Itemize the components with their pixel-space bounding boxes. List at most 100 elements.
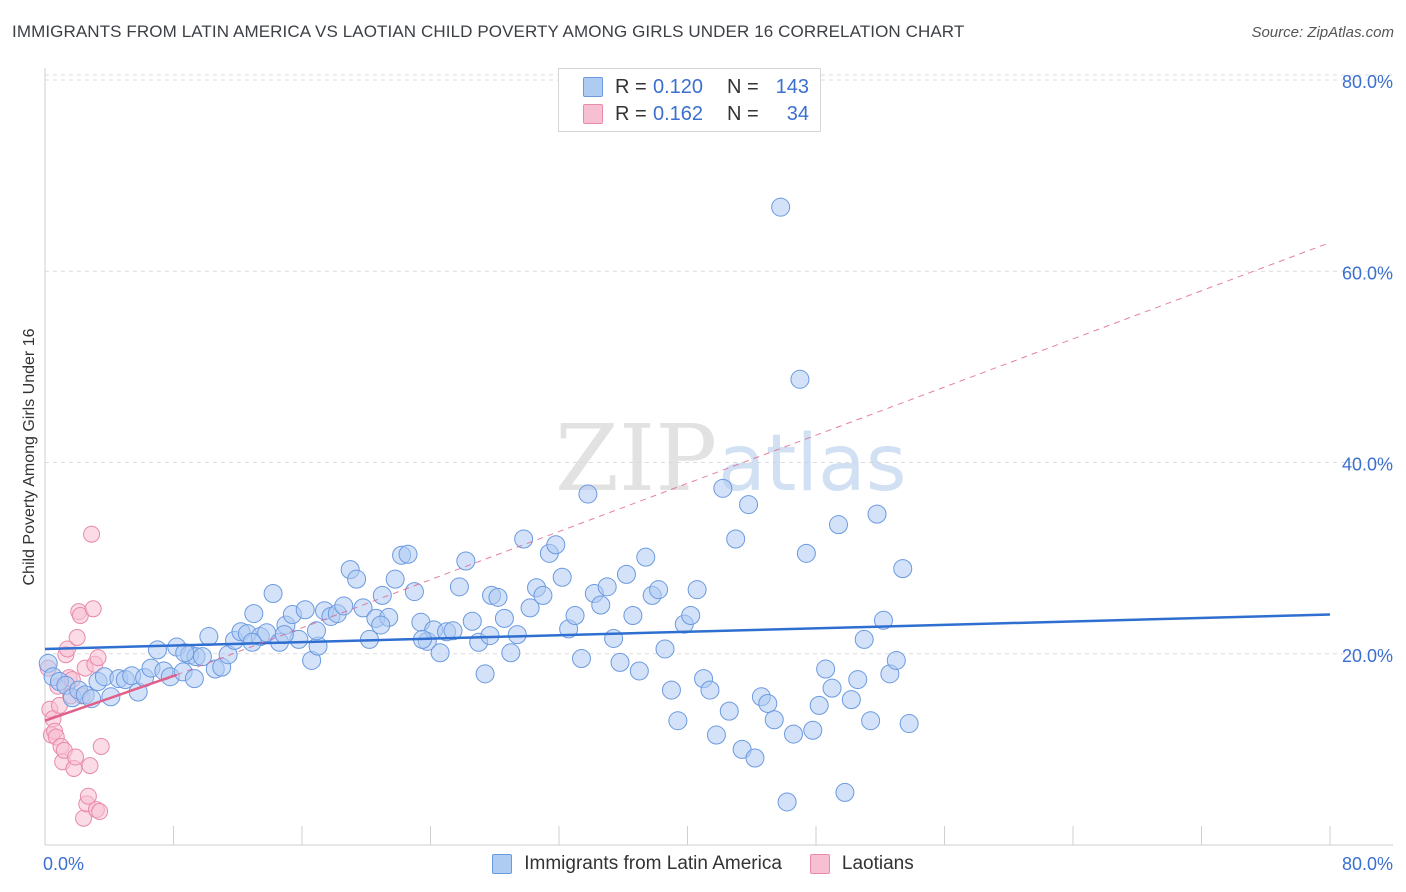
x-tick-label-max: 80.0%: [1342, 854, 1393, 874]
data-point-laotians: [79, 787, 97, 805]
data-point-latin-america: [816, 659, 836, 679]
data-point-latin-america: [668, 711, 688, 731]
data-point-latin-america: [610, 652, 630, 672]
legend-swatch-pink: [809, 854, 830, 874]
legend-r-value: 0.120: [653, 75, 704, 98]
data-point-latin-america: [719, 701, 739, 721]
legend-swatch-blue: [492, 854, 513, 874]
data-point-latin-america: [835, 782, 855, 802]
data-point-latin-america: [706, 725, 726, 745]
data-point-latin-america: [681, 606, 701, 625]
data-point-latin-america: [803, 720, 823, 740]
data-point-latin-america: [861, 711, 881, 731]
data-point-laotians: [84, 600, 102, 618]
data-point-latin-america: [623, 606, 643, 625]
data-point-latin-america: [571, 649, 591, 669]
legend-item-latin-america: Immigrants from Latin America: [492, 853, 782, 875]
data-point-laotians: [92, 738, 110, 756]
data-point-latin-america: [655, 639, 675, 659]
data-point-latin-america: [854, 629, 874, 649]
data-point-latin-america: [629, 661, 649, 681]
data-point-latin-america: [520, 598, 540, 618]
data-point-latin-america: [713, 478, 733, 498]
data-point-latin-america: [494, 608, 514, 628]
data-point-laotians: [81, 757, 99, 775]
data-point-latin-america: [893, 559, 913, 579]
data-point-latin-america: [687, 580, 707, 600]
legend-n-value: 34: [786, 102, 809, 125]
data-point-latin-america: [636, 547, 656, 567]
data-point-latin-america: [758, 693, 778, 713]
data-point-latin-america: [649, 580, 669, 600]
data-point-latin-america: [661, 680, 681, 700]
data-point-latin-america: [462, 611, 482, 631]
legend-swatch-blue: [583, 77, 603, 97]
data-point-latin-america: [546, 535, 566, 555]
data-point-latin-america: [443, 621, 463, 641]
legend-row-latin-america: R = 0.120 N = 143: [583, 75, 809, 99]
data-point-latin-america: [147, 640, 167, 660]
trendline-laotians-extension: [176, 242, 1331, 676]
series-latin-america-points: [38, 197, 919, 812]
data-point-latin-america: [828, 515, 848, 535]
legend-row-laotians: R = 0.162 N = 34: [583, 102, 809, 126]
data-point-latin-america: [591, 595, 611, 615]
data-point-latin-america: [199, 627, 219, 647]
data-point-latin-america: [507, 625, 527, 645]
data-point-latin-america: [784, 724, 804, 744]
trend-lines: [44, 242, 1331, 722]
data-point-latin-america: [385, 569, 405, 589]
data-point-latin-america: [295, 600, 315, 620]
trendline-latin-america: [44, 613, 1331, 651]
data-point-laotians: [83, 525, 101, 543]
correlation-legend: R = 0.120 N = 143 R = 0.162 N = 34: [558, 68, 821, 132]
data-point-latin-america: [175, 643, 195, 663]
legend-r-value: 0.162: [653, 102, 704, 125]
data-point-latin-america: [616, 564, 636, 584]
data-point-latin-america: [306, 621, 326, 641]
data-point-laotians: [91, 803, 109, 821]
data-point-latin-america: [777, 792, 797, 812]
data-point-latin-america: [726, 529, 746, 549]
data-point-latin-america: [565, 606, 585, 625]
tick-labels: 20.0% 40.0% 60.0% 80.0% 0.0% 80.0%: [43, 72, 1393, 874]
legend-label-latin-america: Immigrants from Latin America: [524, 853, 782, 874]
data-point-latin-america: [488, 587, 508, 607]
data-point-latin-america: [841, 690, 861, 710]
data-point-latin-america: [430, 643, 450, 663]
y-tick-label: 40.0%: [1342, 455, 1393, 475]
data-point-laotians: [89, 649, 107, 667]
data-point-latin-america: [886, 650, 906, 670]
data-point-latin-america: [771, 197, 791, 217]
legend-n-label: N =: [727, 102, 759, 125]
data-point-latin-america: [371, 615, 391, 635]
legend-n-value: 143: [775, 75, 809, 98]
data-point-latin-america: [578, 484, 598, 504]
data-point-latin-america: [244, 604, 264, 624]
legend-n-label: N =: [727, 75, 759, 98]
data-point-latin-america: [334, 596, 354, 616]
series-legend: Immigrants from Latin America Laotians: [0, 851, 1406, 877]
data-point-latin-america: [597, 577, 617, 597]
data-point-latin-america: [184, 669, 204, 689]
data-point-laotians: [68, 628, 86, 646]
trendline-laotians: [44, 673, 178, 722]
data-point-latin-america: [552, 567, 572, 587]
legend-label-laotians: Laotians: [841, 853, 914, 874]
source-label: Source: ZipAtlas.com: [1251, 24, 1394, 41]
data-point-latin-america: [796, 543, 816, 563]
data-point-latin-america: [809, 695, 829, 715]
x-tick-label-min: 0.0%: [43, 854, 84, 874]
y-tick-label: 80.0%: [1342, 72, 1393, 92]
data-point-latin-america: [604, 628, 624, 648]
data-point-latin-america: [899, 714, 919, 734]
data-point-latin-america: [398, 544, 418, 564]
data-point-laotians: [67, 748, 85, 766]
data-point-latin-america: [263, 584, 283, 604]
data-point-latin-america: [873, 610, 893, 630]
data-point-latin-america: [533, 585, 553, 605]
data-point-latin-america: [700, 680, 720, 700]
watermark: ZIP atlas: [555, 405, 907, 512]
watermark-atlas: atlas: [718, 419, 907, 509]
